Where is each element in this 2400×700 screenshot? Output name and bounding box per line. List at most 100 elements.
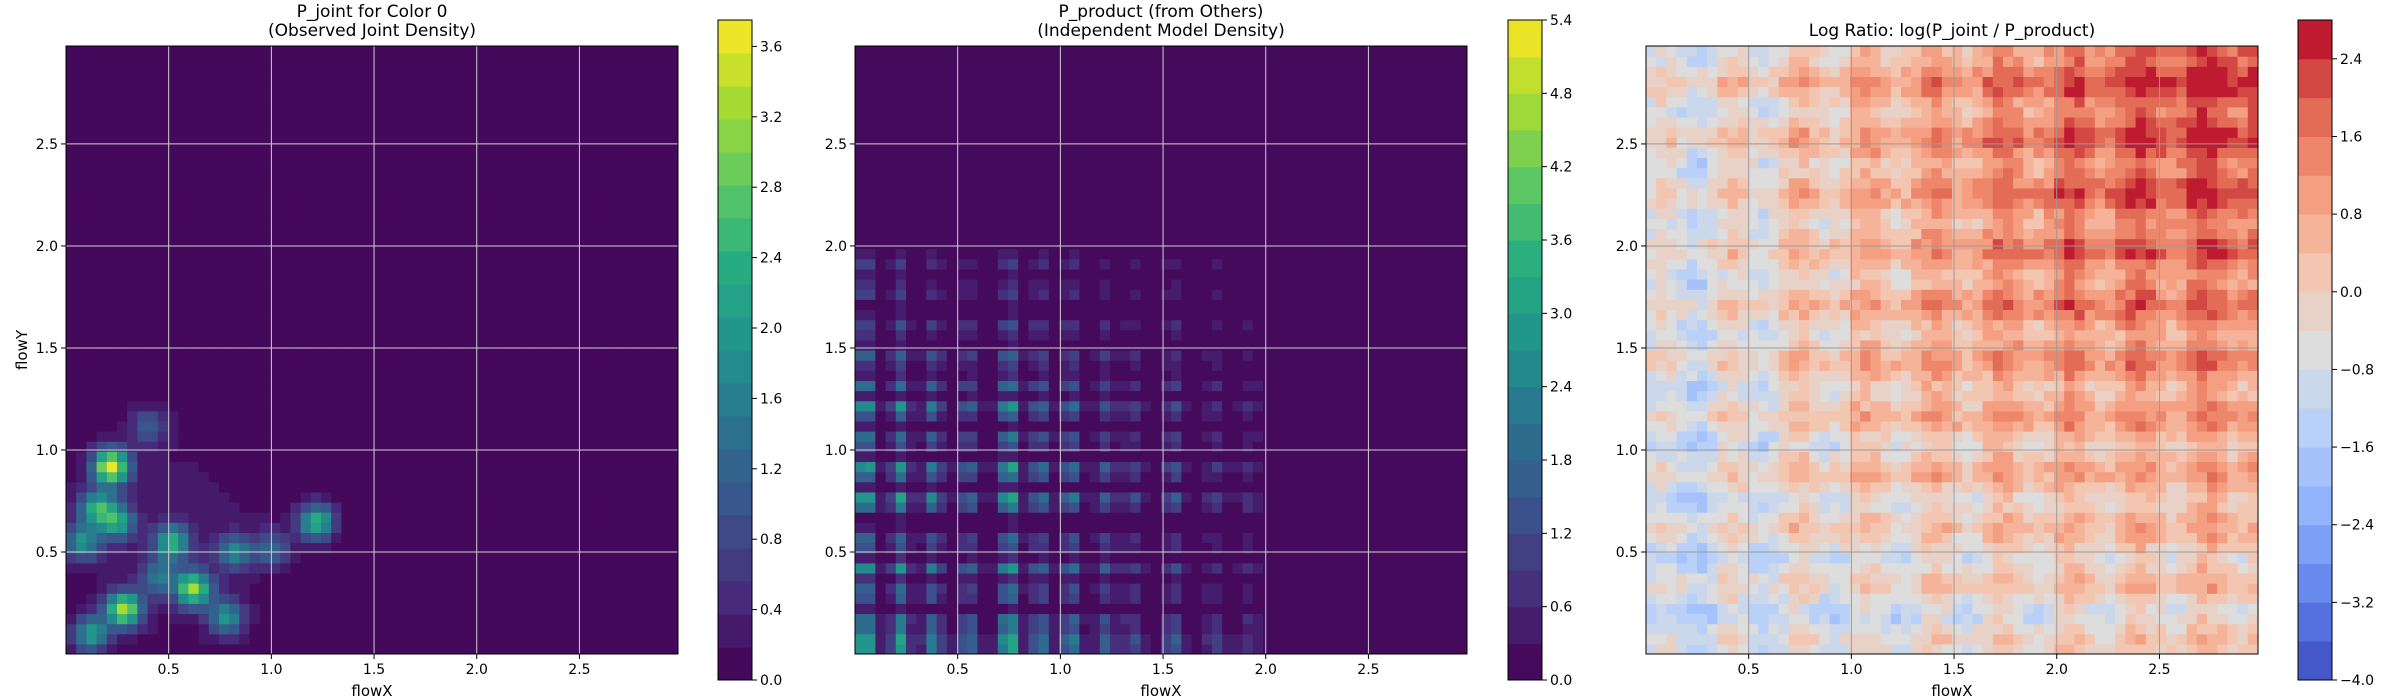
density-cell — [997, 228, 1009, 240]
density-cell — [372, 289, 383, 300]
density-cell — [433, 238, 444, 250]
density-cell — [596, 279, 608, 290]
density-cell — [484, 177, 495, 189]
density-cell — [946, 86, 958, 98]
density-cell — [219, 76, 230, 88]
density-cell — [514, 106, 526, 118]
density-cell — [987, 228, 999, 240]
density-cell — [229, 491, 240, 503]
density-cell — [463, 380, 475, 392]
density-cell — [198, 491, 210, 503]
density-cell — [361, 370, 373, 381]
density-cell — [987, 258, 999, 270]
density-cell — [657, 86, 669, 98]
density-cell — [392, 66, 404, 77]
density-cell — [647, 613, 659, 625]
density-cell — [351, 583, 363, 594]
density-cell — [147, 370, 159, 381]
density-cell — [997, 431, 1009, 442]
density-cell — [208, 228, 220, 240]
density-cell — [270, 258, 281, 270]
density-cell — [157, 491, 169, 503]
density-cell — [885, 299, 897, 311]
density-cell — [627, 116, 638, 128]
density-cell — [596, 633, 608, 645]
density-cell — [147, 481, 159, 493]
density-cell — [463, 451, 475, 463]
density-cell — [987, 380, 999, 392]
density-cell — [525, 451, 536, 463]
panel-1-colorbar: 0.00.40.81.21.62.02.42.83.23.6 — [717, 19, 782, 689]
density-cell — [555, 471, 567, 483]
density-cell — [1028, 279, 1040, 290]
density-cell — [239, 167, 251, 179]
density-cell — [1028, 420, 1040, 432]
density-cell — [545, 147, 557, 159]
density-cell — [351, 116, 363, 128]
density-cell — [412, 299, 424, 311]
density-cell — [382, 238, 393, 250]
density-cell — [270, 198, 281, 209]
density-cell — [1028, 167, 1040, 179]
density-cell — [137, 339, 149, 351]
density-cell — [168, 633, 179, 645]
density-cell — [361, 198, 373, 209]
density-cell — [967, 228, 978, 240]
density-cell — [855, 542, 866, 554]
density-cell — [616, 329, 628, 341]
density-cell — [229, 633, 240, 645]
density-cell — [310, 137, 322, 148]
density-cell — [392, 116, 404, 128]
density-cell — [259, 431, 271, 442]
density-cell — [178, 410, 189, 422]
density-cell — [895, 228, 907, 240]
density-cell — [198, 350, 210, 361]
density-cell — [76, 127, 87, 138]
density-cell — [1059, 400, 1070, 412]
density-cell — [1048, 309, 1060, 321]
density-cell — [433, 410, 444, 422]
density-cell — [555, 410, 567, 422]
density-cell — [361, 420, 373, 432]
density-cell — [916, 400, 927, 412]
density-cell — [987, 299, 999, 311]
density-cell — [1028, 258, 1040, 270]
density-cell — [514, 593, 526, 604]
density-cell — [865, 451, 876, 463]
colorbar-level — [718, 647, 752, 681]
density-cell — [76, 56, 87, 67]
density-cell — [412, 572, 424, 584]
density-cell — [86, 390, 98, 402]
density-cell — [637, 603, 648, 615]
density-cell — [463, 218, 475, 229]
density-cell — [977, 329, 989, 341]
density-cell — [525, 198, 536, 209]
density-cell — [855, 177, 866, 189]
density-cell — [423, 502, 434, 513]
density-cell — [208, 127, 220, 138]
density-cell — [875, 390, 887, 402]
density-cell — [310, 66, 322, 77]
density-cell — [168, 329, 179, 341]
density-cell — [168, 491, 179, 503]
density-cell — [545, 552, 557, 564]
density-cell — [117, 319, 128, 331]
density-cell — [433, 86, 444, 98]
density-cell — [168, 147, 179, 159]
density-cell — [637, 319, 648, 331]
density-cell — [178, 471, 189, 483]
density-cell — [402, 350, 414, 361]
density-cell — [514, 451, 526, 463]
density-cell — [178, 319, 189, 331]
density-cell — [372, 198, 383, 209]
density-cell — [372, 633, 383, 645]
density-cell — [86, 360, 98, 371]
density-cell — [310, 268, 322, 280]
density-cell — [1018, 481, 1029, 493]
density-cell — [372, 258, 383, 270]
density-cell — [997, 552, 1009, 564]
density-cell — [321, 177, 332, 189]
density-cell — [1038, 400, 1050, 412]
density-cell — [86, 562, 98, 574]
density-cell — [86, 481, 98, 493]
